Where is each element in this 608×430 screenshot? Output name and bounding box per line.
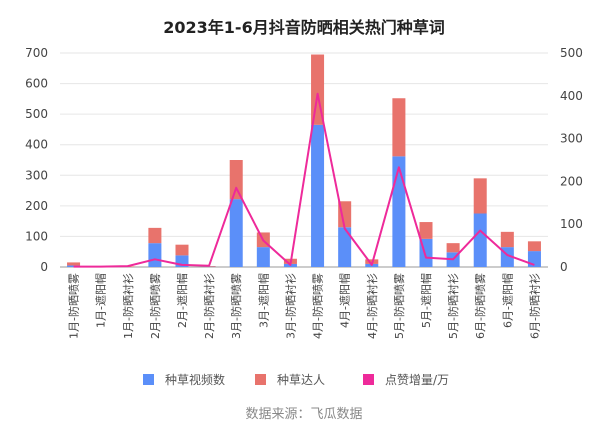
x-tick-label: 6月-遮阳帽 xyxy=(500,273,514,328)
legend-label: 点赞增量/万 xyxy=(385,373,449,387)
x-tick-label: 4月-遮阳帽 xyxy=(338,273,352,328)
x-tick-label: 2月-防晒喷雾 xyxy=(148,273,162,339)
x-tick-label: 4月-防晒衬衫 xyxy=(365,273,379,339)
bar xyxy=(175,244,189,256)
x-tick-label: 5月-防晒衬衫 xyxy=(446,273,460,339)
bar xyxy=(229,199,243,267)
y-left-tick-label: 700 xyxy=(25,46,48,60)
legend-swatch xyxy=(363,374,374,385)
bar xyxy=(148,227,162,244)
y-left-tick-label: 500 xyxy=(25,107,48,121)
x-tick-label: 1月-遮阳帽 xyxy=(94,273,108,328)
x-tick-label: 1月-防晒衬衫 xyxy=(121,273,135,339)
bar xyxy=(500,231,514,248)
bar xyxy=(256,247,270,267)
y-left-tick-label: 300 xyxy=(25,168,48,182)
x-tick-label: 1月-防晒喷雾 xyxy=(67,273,81,339)
y-left-tick-label: 200 xyxy=(25,199,48,213)
x-tick-label: 6月-防晒喷雾 xyxy=(473,273,487,339)
bar xyxy=(473,213,487,267)
x-tick-label: 2月-遮阳帽 xyxy=(175,273,189,328)
y-right-tick-label: 400 xyxy=(560,89,583,103)
bar xyxy=(392,156,406,267)
y-left-tick-label: 100 xyxy=(25,229,48,243)
x-tick-label: 3月-防晒喷雾 xyxy=(229,273,243,339)
x-tick-label: 3月-防晒衬衫 xyxy=(283,273,297,339)
bar xyxy=(473,178,487,214)
y-left-tick-label: 0 xyxy=(40,260,48,274)
y-right-tick-label: 200 xyxy=(560,174,583,188)
bar xyxy=(148,243,162,267)
data-source: 数据来源：飞瓜数据 xyxy=(245,407,363,422)
x-tick-label: 3月-遮阳帽 xyxy=(256,273,270,328)
bar xyxy=(67,265,81,267)
chart-title: 2023年1-6月抖音防晒相关热门种草词 xyxy=(163,18,445,37)
legend-swatch xyxy=(143,374,154,385)
legend-label: 种草视频数 xyxy=(165,372,225,387)
legend-swatch xyxy=(255,374,266,385)
y-right-tick-label: 500 xyxy=(560,46,583,60)
legend-label: 种草达人 xyxy=(277,373,325,387)
series-line xyxy=(73,92,535,268)
x-tick-label: 2月-防晒衬衫 xyxy=(202,273,216,339)
x-tick-label: 4月-防晒喷雾 xyxy=(311,273,325,339)
bar xyxy=(527,241,541,252)
bar xyxy=(229,160,243,200)
y-right-tick-label: 0 xyxy=(560,260,568,274)
y-left-tick-label: 600 xyxy=(25,77,48,91)
bar xyxy=(446,243,460,253)
bar xyxy=(175,255,189,267)
bar xyxy=(67,262,81,266)
y-right-tick-label: 300 xyxy=(560,132,583,146)
x-tick-label: 5月-防晒喷雾 xyxy=(392,273,406,339)
x-tick-label: 6月-防晒衬衫 xyxy=(527,273,541,339)
y-left-tick-label: 400 xyxy=(25,138,48,152)
y-right-tick-label: 100 xyxy=(560,217,583,231)
x-tick-label: 5月-遮阳帽 xyxy=(419,273,433,328)
bar xyxy=(419,222,433,239)
bar xyxy=(392,98,406,157)
bar xyxy=(338,227,352,267)
bar xyxy=(311,124,325,267)
